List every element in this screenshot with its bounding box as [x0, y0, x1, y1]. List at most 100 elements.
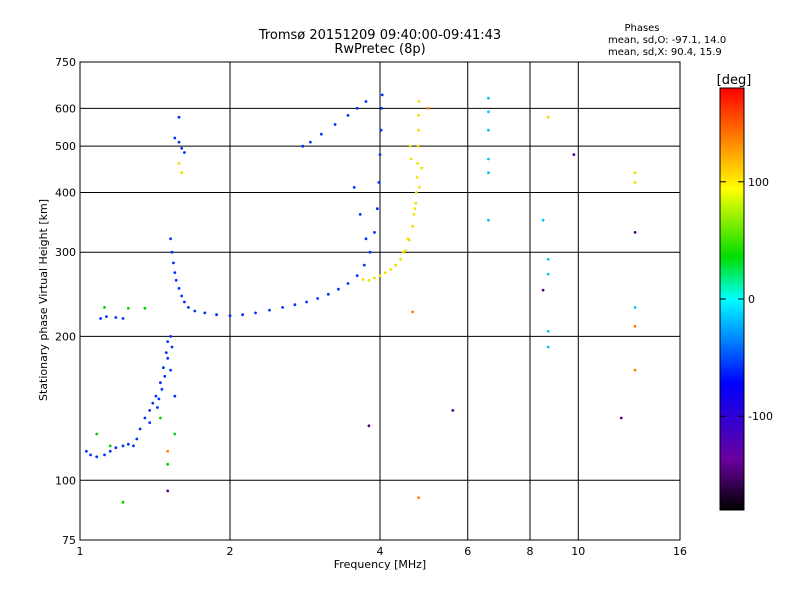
data-point: [380, 106, 383, 110]
data-point: [619, 416, 623, 420]
data-point: [166, 356, 170, 360]
data-point: [156, 406, 159, 409]
colorbar-tick-label: -100: [748, 410, 773, 423]
data-point: [367, 278, 371, 282]
data-point: [413, 207, 417, 211]
data-point: [103, 453, 106, 457]
data-point: [418, 186, 421, 189]
data-point: [451, 409, 455, 412]
data-point: [546, 272, 550, 276]
data-point: [364, 100, 368, 103]
data-point: [151, 401, 155, 405]
data-point: [541, 218, 545, 222]
x-axis-ticks: 1 2 4 6 8 10 16: [77, 545, 688, 558]
data-point: [148, 421, 152, 424]
data-point: [169, 335, 173, 338]
x-tick-label: 10: [571, 545, 585, 558]
grid-lines: [80, 62, 680, 540]
data-point: [572, 153, 576, 157]
data-point: [268, 308, 271, 312]
y-tick-label: 300: [55, 246, 76, 259]
data-point: [367, 424, 371, 428]
data-point: [163, 374, 167, 378]
data-point: [108, 444, 112, 448]
y-tick-label: 400: [55, 186, 76, 199]
data-point: [380, 93, 384, 97]
data-point: [174, 278, 178, 282]
data-point: [417, 100, 421, 103]
data-point: [406, 237, 410, 241]
data-point: [281, 306, 284, 309]
data-point: [132, 444, 135, 448]
data-point: [177, 140, 181, 144]
data-point: [416, 144, 420, 148]
data-point: [377, 181, 381, 184]
data-point: [546, 257, 550, 261]
data-point: [352, 186, 356, 189]
data-point: [487, 218, 490, 222]
data-point: [399, 257, 402, 261]
data-point: [121, 317, 125, 320]
data-point: [143, 416, 147, 420]
data-point: [254, 311, 257, 315]
data-point: [166, 340, 170, 343]
data-point: [487, 110, 490, 114]
x-tick-label: 6: [464, 545, 471, 558]
data-point: [154, 394, 158, 398]
colorbar-tick-label: 100: [748, 176, 769, 189]
data-point: [309, 140, 312, 144]
data-point: [177, 162, 181, 165]
data-points: [85, 93, 637, 504]
data-point: [203, 311, 207, 315]
data-point: [373, 231, 376, 234]
data-point: [166, 449, 170, 453]
data-point: [166, 462, 170, 466]
data-point: [143, 306, 147, 310]
data-point: [95, 455, 99, 459]
data-point: [169, 237, 173, 241]
data-point: [114, 316, 118, 319]
data-point: [170, 345, 174, 349]
data-point: [378, 274, 382, 277]
data-point: [180, 146, 184, 150]
data-point: [404, 249, 407, 253]
phase-stats-x: mean, sd,X: 90.4, 15.9: [608, 47, 722, 58]
data-point: [546, 345, 550, 349]
data-point: [541, 288, 545, 292]
data-point: [633, 306, 637, 309]
data-point: [409, 157, 413, 161]
data-point: [99, 317, 102, 320]
data-point: [415, 176, 419, 179]
data-point: [103, 306, 106, 309]
data-point: [319, 132, 323, 136]
x-tick-label: 4: [377, 545, 384, 558]
data-point: [408, 144, 412, 148]
data-point: [173, 394, 177, 398]
data-point: [633, 324, 637, 328]
data-point: [361, 278, 365, 281]
data-point: [166, 489, 170, 493]
data-point: [148, 409, 152, 412]
x-tick-label: 8: [527, 545, 534, 558]
data-point: [105, 315, 108, 318]
x-tick-label: 16: [673, 545, 687, 558]
data-point: [633, 368, 637, 372]
data-point: [301, 144, 305, 148]
data-point: [187, 306, 190, 309]
data-point: [487, 128, 490, 132]
data-point: [364, 237, 368, 241]
data-point: [487, 171, 490, 175]
data-point: [170, 250, 174, 254]
data-point: [160, 387, 164, 391]
y-axis-ticks: 75 100 200 300 400 500 600 750: [55, 56, 76, 547]
y-tick-label: 100: [55, 474, 76, 487]
data-point: [159, 416, 162, 420]
y-tick-label: 75: [62, 534, 76, 547]
data-point: [108, 449, 112, 453]
data-point: [193, 309, 197, 313]
data-point: [173, 432, 177, 436]
data-point: [373, 276, 376, 280]
data-point: [121, 500, 125, 504]
data-point: [177, 287, 181, 290]
